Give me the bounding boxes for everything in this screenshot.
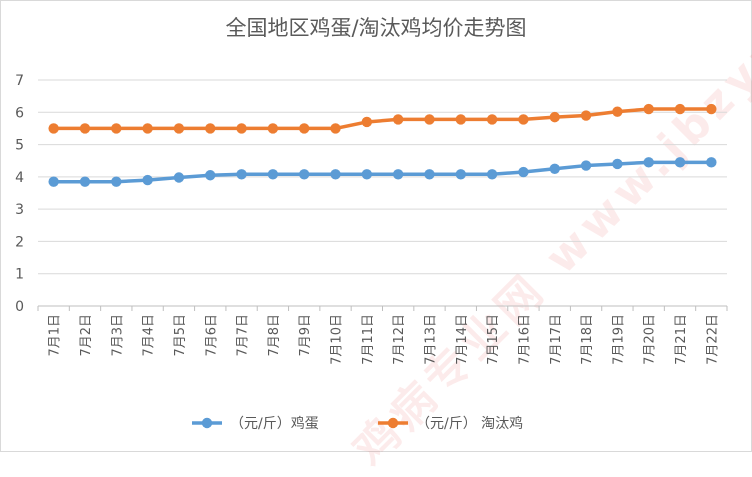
line-chart: 0 1 2 3 4 5 6 7 7月1日 7月2日 7月3日 7月4日 7月5日 7月6日 7月7日 7月8…: [15, 73, 728, 432]
data-point-series-1: [361, 169, 373, 180]
x-tick-label: 7月18日: [580, 314, 595, 365]
data-point-series-2: [361, 116, 373, 128]
data-point-series-2: [267, 123, 279, 134]
series-line-2: [53, 107, 712, 131]
y-tick-label: 4: [15, 170, 24, 186]
x-tick-label: 7月7日: [236, 314, 251, 357]
y-axis-ticks: 0 1 2 3 4 5 6 7: [15, 73, 24, 315]
y-tick-label: 6: [15, 105, 24, 121]
data-point-series-2: [48, 123, 59, 134]
data-point-series-2: [392, 114, 404, 125]
data-point-series-2: [643, 103, 654, 115]
data-point-series-2: [236, 123, 247, 134]
x-tick-label: 7月5日: [173, 314, 188, 357]
chart-frame: [0, 0, 752, 452]
y-tick-label: 3: [15, 202, 24, 218]
x-tick-label: 7月13日: [423, 314, 438, 365]
data-point-series-1: [111, 176, 122, 187]
data-point-series-2: [486, 114, 498, 125]
data-point-series-2: [79, 123, 91, 134]
data-point-series-1: [549, 163, 560, 174]
chart-title: 全国地区鸡蛋/淘汰鸡均价走势图: [225, 16, 527, 40]
data-point-series-1: [79, 176, 91, 187]
data-point-series-2: [299, 123, 310, 134]
data-point-series-2: [142, 123, 153, 134]
data-point-series-1: [486, 169, 498, 180]
data-point-series-1: [674, 157, 686, 168]
data-point-series-1: [392, 169, 404, 180]
x-tick-label: 7月16日: [517, 314, 532, 365]
data-point-series-1: [299, 169, 310, 180]
data-point-series-1: [518, 166, 529, 178]
legend-label-1: （元/斤）鸡蛋: [230, 415, 319, 432]
data-point-series-2: [205, 123, 216, 134]
y-tick-label: 0: [15, 299, 24, 315]
data-point-series-2: [111, 123, 122, 134]
x-tick-label: 7月17日: [549, 314, 564, 365]
x-tick-label: 7月12日: [392, 314, 407, 365]
data-point-series-2: [173, 123, 185, 134]
data-point-series-2: [580, 110, 592, 121]
x-tick-label: 7月14日: [455, 314, 470, 365]
data-point-series-1: [267, 169, 279, 180]
data-point-series-2: [612, 106, 623, 117]
x-tick-label: 7月22日: [705, 314, 720, 365]
x-tick-label: 7月20日: [643, 314, 658, 365]
data-point-series-2: [424, 114, 435, 125]
x-tick-label: 7月15日: [486, 314, 501, 365]
x-tick-label: 7月6日: [204, 314, 219, 357]
y-tick-label: 7: [15, 73, 24, 89]
y-tick-label: 1: [15, 267, 24, 283]
data-point-series-1: [455, 169, 466, 180]
data-point-series-1: [142, 174, 153, 186]
x-tick-label: 7月19日: [611, 314, 626, 365]
data-point-series-1: [643, 157, 654, 168]
x-tick-label: 7月11日: [361, 314, 376, 365]
data-point-series-1: [173, 172, 185, 183]
legend-marker-2: [387, 417, 399, 429]
x-tick-label: 7月10日: [330, 314, 345, 365]
data-point-series-1: [236, 169, 247, 180]
data-point-series-2: [706, 103, 717, 115]
data-point-series-2: [330, 123, 341, 134]
legend-label-2: （元/斤） 淘汰鸡: [416, 415, 523, 432]
data-point-series-2: [518, 114, 529, 125]
data-point-series-2: [549, 111, 560, 123]
series-group: [48, 103, 717, 187]
legend: （元/斤）鸡蛋 （元/斤） 淘汰鸡: [192, 415, 523, 432]
data-point-series-1: [330, 169, 341, 180]
x-tick-label: 7月4日: [142, 314, 157, 357]
x-tick-label: 7月3日: [110, 314, 125, 357]
y-tick-label: 5: [15, 138, 24, 154]
x-tick-label: 7月21日: [674, 314, 689, 365]
data-point-series-1: [612, 158, 623, 170]
data-point-series-1: [580, 160, 592, 171]
x-tick-label: 7月9日: [298, 314, 313, 357]
data-point-series-2: [674, 103, 686, 115]
y-tick-label: 2: [15, 234, 24, 250]
x-tick-label: 7月2日: [79, 314, 94, 357]
data-point-series-1: [706, 157, 717, 168]
data-point-series-1: [48, 176, 59, 187]
data-point-series-2: [455, 114, 466, 125]
x-tick-label: 7月8日: [267, 314, 282, 357]
data-point-series-1: [205, 170, 216, 181]
series-line-1: [53, 160, 712, 184]
x-tick-label: 7月1日: [48, 314, 63, 357]
x-axis: 7月1日 7月2日 7月3日 7月4日 7月5日 7月6日 7月7日 7月8日 7月9日 7月10…: [37, 305, 728, 365]
legend-marker-1: [201, 417, 213, 429]
gridlines: [38, 79, 727, 307]
data-point-series-1: [424, 169, 435, 180]
